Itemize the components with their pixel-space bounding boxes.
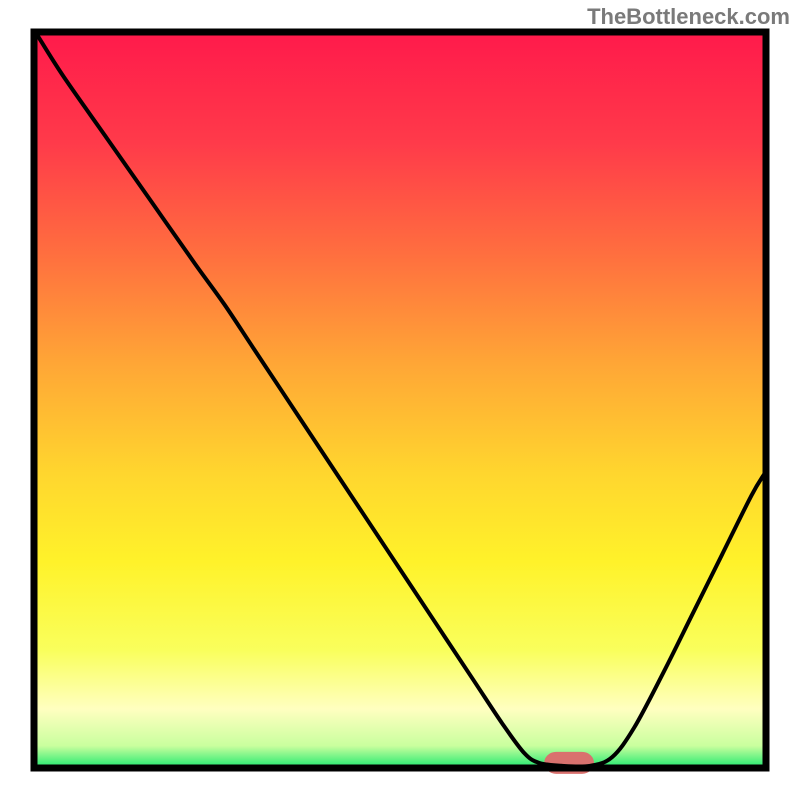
- plot-background: [34, 32, 766, 768]
- watermark-text: TheBottleneck.com: [587, 4, 790, 30]
- bottleneck-chart: [0, 0, 800, 800]
- chart-container: TheBottleneck.com: [0, 0, 800, 800]
